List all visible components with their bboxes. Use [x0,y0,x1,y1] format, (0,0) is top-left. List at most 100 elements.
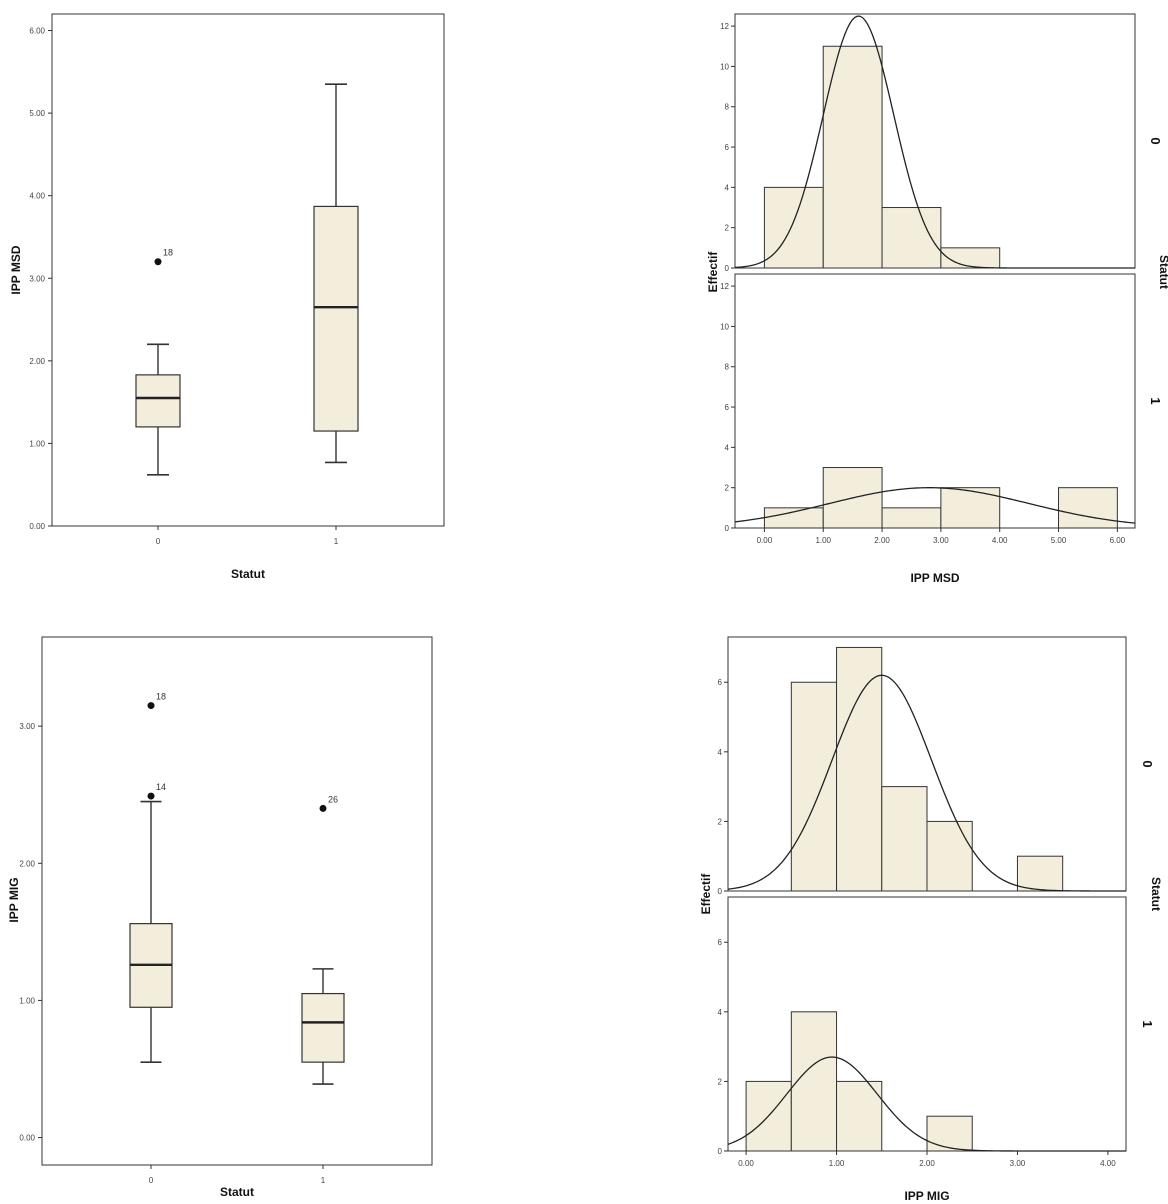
histogram-bar [790,1011,838,1152]
y-tick-label: 2.00 [19,859,35,868]
boxplot-ipp-mig: 0.00 1.00 2.00 3.00 0 18 14 1 26 Statut IPP MIG [7,636,433,1199]
y-tick-label: 10 [720,322,729,331]
outlier-label: 18 [163,248,173,258]
y-tick-label: 4 [725,443,730,452]
y-tick-label: 1.00 [29,439,45,448]
histogram-bar [836,646,883,892]
x-tick-label: 0 [156,537,161,546]
histogram-bar [1016,855,1064,892]
normal-curve [727,674,1126,892]
histogram-bar [881,786,928,892]
x-tick-label: 0.00 [757,536,773,545]
y-tick-label: 3.00 [19,722,35,731]
y-tick-label: 8 [725,363,730,372]
y-tick-label: 0 [718,1147,723,1156]
x-tick-label: 2.00 [919,1159,935,1168]
x-tick-label: 5.00 [1051,536,1067,545]
y-axis-title: Effectif [699,873,713,915]
histogram-bar [926,1115,973,1152]
y-tick-label: 6.00 [29,27,45,36]
y-tick-label: 1.00 [19,996,35,1005]
x-tick-label: 3.00 [1010,1159,1026,1168]
x-tick-label: 4.00 [992,536,1008,545]
normal-curve [727,1056,1126,1152]
normal-curve [734,487,1136,524]
x-tick-label: 1.00 [815,536,831,545]
y-tick-label: 2 [718,1077,723,1086]
y-tick-label: 2.00 [29,357,45,366]
x-tick-label: 2.00 [874,536,890,545]
x-tick-label: 4.00 [1100,1159,1116,1168]
histogram-bar [940,247,1001,269]
y-tick-label: 0 [725,264,730,273]
x-tick-label: 1 [334,537,339,546]
x-tick-label: 1.00 [829,1159,845,1168]
facet-title: Statut [1157,255,1168,289]
histogram-bar [881,507,942,529]
x-tick-label: 6.00 [1110,536,1126,545]
y-tick-label: 0 [725,524,730,533]
outlier-point [319,804,327,812]
histogram-bar [940,487,1001,529]
y-axis-title: IPP MIG [7,877,21,922]
outlier-label: 14 [156,782,166,792]
x-tick-label: 0 [149,1176,154,1185]
y-tick-label: 2 [725,484,730,493]
histogram-ipp-msd: 0.00 1.00 2.00 3.00 4.00 5.00 6.00024681012024… [706,13,1168,585]
y-tick-label: 5.00 [29,109,45,118]
x-tick-label: 3.00 [933,536,949,545]
outlier-point [154,258,162,266]
y-tick-label: 4 [718,748,723,757]
x-tick-label: 0.00 [738,1159,754,1168]
x-tick-label: 1 [321,1176,326,1185]
y-tick-label: 10 [720,62,729,71]
outlier-label: 26 [328,794,338,804]
facet-label-1: 1 [1140,1020,1155,1027]
y-tick-label: 3.00 [29,274,45,283]
y-tick-label: 6 [718,938,723,947]
y-tick-label: 0.00 [19,1134,35,1143]
y-tick-label: 4 [725,183,730,192]
histogram-bar [836,1080,883,1152]
y-tick-label: 12 [720,22,729,31]
x-axis-title: Statut [231,567,265,581]
box-iqr [313,205,359,432]
facet-label-0: 0 [1148,137,1163,144]
y-tick-label: 4.00 [29,192,45,201]
x-axis-title: Statut [220,1185,254,1199]
y-axis-title: Effectif [706,251,720,293]
facet-label-0: 0 [1140,760,1155,767]
normal-curve [734,15,1135,269]
facet-title: Statut [1149,877,1163,911]
y-tick-label: 0 [718,887,723,896]
y-tick-label: 6 [725,143,730,152]
outlier-label: 18 [156,692,166,702]
plot-frame [41,636,433,1166]
box-iqr [135,374,181,428]
histogram-bar [790,681,838,892]
histogram-bar [822,45,883,269]
histogram-ipp-mig: 0.00 1.00 2.00 3.00 4.00 0 2 4 6 0 2 4 6 IPP MIG Eff… [699,636,1163,1203]
y-tick-label: 6 [718,678,723,687]
plot-frame [51,13,445,527]
y-tick-label: 6 [725,403,730,412]
histogram-bar [926,820,973,892]
facet-label-1: 1 [1148,397,1163,404]
y-axis-title: IPP MSD [9,245,23,294]
x-axis-title: IPP MIG [904,1189,949,1203]
y-tick-label: 0.00 [29,522,45,531]
outlier-point [147,792,155,800]
y-tick-label: 2 [725,224,730,233]
y-tick-label: 2 [718,817,723,826]
y-tick-label: 4 [718,1008,723,1017]
x-axis-title: IPP MSD [910,571,959,585]
histogram-bar [1058,487,1118,529]
histogram-bar [881,207,942,269]
outlier-point [147,702,155,710]
histogram-bar [763,507,824,529]
histogram-bar [763,186,824,269]
y-tick-label: 8 [725,103,730,112]
box-iqr [301,992,345,1063]
